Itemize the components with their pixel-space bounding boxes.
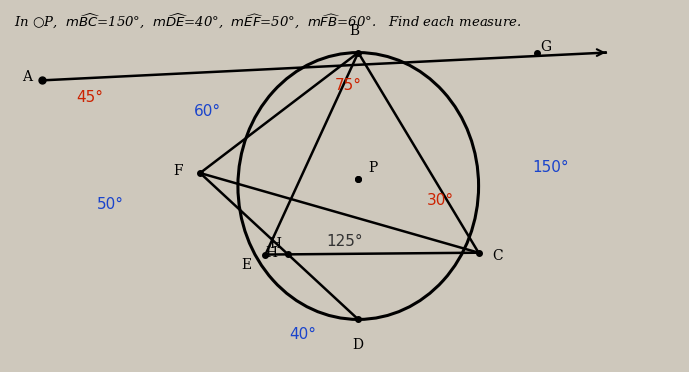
Text: D: D xyxy=(353,338,364,352)
Text: 75°: 75° xyxy=(334,78,362,93)
Text: 45°: 45° xyxy=(76,90,103,105)
Text: 30°: 30° xyxy=(427,193,454,208)
Text: A: A xyxy=(21,70,32,84)
Text: P: P xyxy=(369,161,378,175)
Text: 60°: 60° xyxy=(194,105,220,119)
Text: H: H xyxy=(269,237,281,251)
Text: In $\bigcirc$P,  $m\widehat{BC}$=150°,  $m\widehat{DE}$=40°,  $m\widehat{EF}$=50: In $\bigcirc$P, $m\widehat{BC}$=150°, $m… xyxy=(14,12,522,31)
Text: 40°: 40° xyxy=(290,327,317,342)
Text: 125°: 125° xyxy=(326,234,363,249)
Text: H: H xyxy=(266,246,278,260)
Text: F: F xyxy=(174,164,183,178)
Text: G: G xyxy=(540,40,552,54)
Text: C: C xyxy=(493,249,503,263)
Text: 50°: 50° xyxy=(97,197,124,212)
Text: 150°: 150° xyxy=(533,160,569,175)
Text: E: E xyxy=(242,258,251,272)
Text: B: B xyxy=(350,24,360,38)
